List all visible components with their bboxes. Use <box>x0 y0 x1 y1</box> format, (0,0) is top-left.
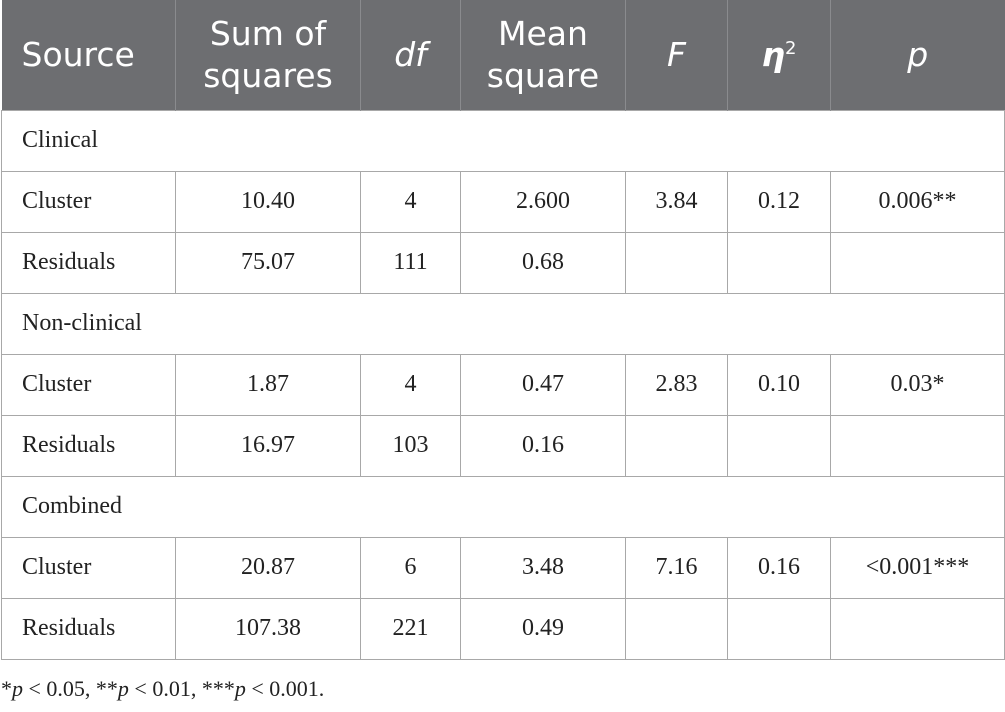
cell: <0.001*** <box>830 536 1005 599</box>
cell: 1.87 <box>175 353 361 416</box>
header-cell: Source <box>1 0 176 110</box>
header-text: Source <box>21 34 135 74</box>
empty-cell <box>830 231 1005 294</box>
section-row: Clinical <box>1 109 1005 172</box>
cell: 10.40 <box>175 170 361 233</box>
cell: Cluster <box>1 353 176 416</box>
header-text: F <box>667 34 686 74</box>
empty-cell <box>625 597 728 660</box>
header-cell: df <box>360 0 461 110</box>
italic: F <box>667 35 686 74</box>
cell: 4 <box>360 353 461 416</box>
header-cell: η2 <box>727 0 831 110</box>
superscript: 2 <box>785 37 797 59</box>
cell: 221 <box>360 597 461 660</box>
header-text: p <box>907 34 929 74</box>
italic: p <box>907 35 928 74</box>
cell: 0.47 <box>460 353 626 416</box>
header-cell: Mean square <box>460 0 626 110</box>
cell: 0.68 <box>460 231 626 294</box>
data-row: Residuals 16.97 103 0.16 <box>1 414 1005 477</box>
cell: 3.84 <box>625 170 728 233</box>
italic: η <box>762 35 786 74</box>
empty-cell <box>727 414 831 477</box>
footnote-part: < 0.01, *** <box>128 676 235 701</box>
cell: 7.16 <box>625 536 728 599</box>
cell: Residuals <box>1 597 176 660</box>
cell: 75.07 <box>175 231 361 294</box>
empty-cell <box>830 597 1005 660</box>
cell: 6 <box>360 536 461 599</box>
cell: 0.16 <box>727 536 831 599</box>
cell: 20.87 <box>175 536 361 599</box>
data-row: Cluster 10.40 4 2.600 3.84 0.12 0.006** <box>1 170 1005 233</box>
cell: Residuals <box>1 231 176 294</box>
header-cell: p <box>830 0 1005 110</box>
cell: Residuals <box>1 414 176 477</box>
data-row: Residuals 107.38 221 0.49 <box>1 597 1005 660</box>
footnote-part: p <box>234 676 246 701</box>
footnote-part: p <box>12 676 23 701</box>
cell: 16.97 <box>175 414 361 477</box>
header-text: Mean square <box>486 13 600 95</box>
empty-cell <box>727 231 831 294</box>
data-row: Residuals 75.07 111 0.68 <box>1 231 1005 294</box>
empty-cell <box>727 597 831 660</box>
footnote-part: * <box>1 676 12 701</box>
header-cell: F <box>625 0 728 110</box>
footnote-part: < 0.05, ** <box>23 676 118 701</box>
cell: Cluster <box>1 536 176 599</box>
section-label: Non-clinical <box>1 292 1005 355</box>
italic: df <box>394 35 427 74</box>
section-label: Combined <box>1 475 1005 538</box>
data-row: Cluster 20.87 6 3.48 7.16 0.16 <0.001*** <box>1 536 1005 599</box>
cell: 2.600 <box>460 170 626 233</box>
cell: 111 <box>360 231 461 294</box>
footnote-part: p <box>117 676 129 701</box>
header-text: Sum of squares <box>203 13 333 95</box>
section-row: Combined <box>1 475 1005 538</box>
data-row: Cluster 1.87 4 0.47 2.83 0.10 0.03* <box>1 353 1005 416</box>
footnote-part: < 0.001. <box>245 676 325 701</box>
cell: 0.03* <box>830 353 1005 416</box>
table-body: Clinical Cluster 10.40 4 2.600 3.84 0.12 0.006*… <box>1 109 1005 660</box>
cell: Cluster <box>1 170 176 233</box>
cell: 103 <box>360 414 461 477</box>
cell: 0.12 <box>727 170 831 233</box>
bold: η <box>762 35 786 74</box>
cell: 0.49 <box>460 597 626 660</box>
cell: 2.83 <box>625 353 728 416</box>
section-row: Non-clinical <box>1 292 1005 355</box>
cell: 4 <box>360 170 461 233</box>
header-cell: Sum of squares <box>175 0 361 110</box>
empty-cell <box>830 414 1005 477</box>
cell: 0.006** <box>830 170 1005 233</box>
footnote: *p < 0.05, **p < 0.01, ***p < 0.001. <box>1 676 324 702</box>
cell: 0.10 <box>727 353 831 416</box>
cell: 3.48 <box>460 536 626 599</box>
cell: 0.16 <box>460 414 626 477</box>
header-text: η <box>761 34 786 74</box>
cell: 107.38 <box>175 597 361 660</box>
section-label: Clinical <box>1 109 1005 172</box>
header-text: df <box>394 34 427 74</box>
empty-cell <box>625 414 728 477</box>
empty-cell <box>625 231 728 294</box>
